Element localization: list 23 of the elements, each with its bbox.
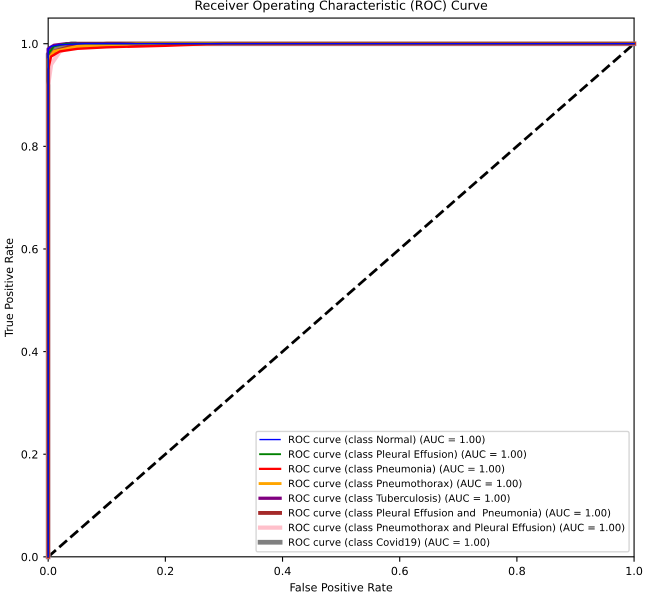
legend-label: ROC curve (class Pneumothorax) (AUC = 1.00): [289, 479, 522, 488]
chart-title: Receiver Operating Characteristic (ROC) Curve: [196, 0, 488, 12]
x-tick-label: 0.0: [40, 566, 56, 576]
y-tick-label: 1.0: [22, 40, 38, 48]
y-axis-title: True Positive Rate: [4, 238, 14, 337]
y-tick-label: 0.6: [22, 244, 38, 254]
legend-label: ROC curve (class Normal) (AUC = 1.00): [289, 435, 485, 444]
y-tick-label: 0.8: [22, 142, 38, 151]
legend-label: ROC curve (class Pleural Effusion) (AUC = 1.00): [289, 450, 526, 460]
x-tick-label: 0.4: [274, 566, 291, 576]
x-tick-label: 0.8: [508, 566, 525, 576]
x-tick-label: 0.2: [157, 566, 174, 576]
y-tick-label: 0.0: [22, 552, 38, 562]
x-tick-label: 1.0: [626, 566, 642, 576]
y-tick-label: 0.4: [22, 348, 38, 356]
legend-label: ROC curve (class Pneumothorax and Pleural Effusion) (AUC = 1.00): [289, 523, 624, 532]
legend-label: ROC curve (class Pneumonia) (AUC = 1.00): [289, 464, 504, 474]
y-tick-label: 0.2: [22, 450, 38, 459]
x-axis-title: False Positive Rate: [290, 582, 392, 592]
legend-label: ROC curve (class Covid19) (AUC = 1.00): [289, 538, 490, 548]
legend-label: ROC curve (class Pleural Effusion and Pneumonia) (AUC = 1.00): [289, 508, 610, 518]
legend-label: ROC curve (class Tuberculosis) (AUC = 1.00): [289, 494, 510, 504]
x-tick-label: 0.6: [392, 566, 408, 576]
